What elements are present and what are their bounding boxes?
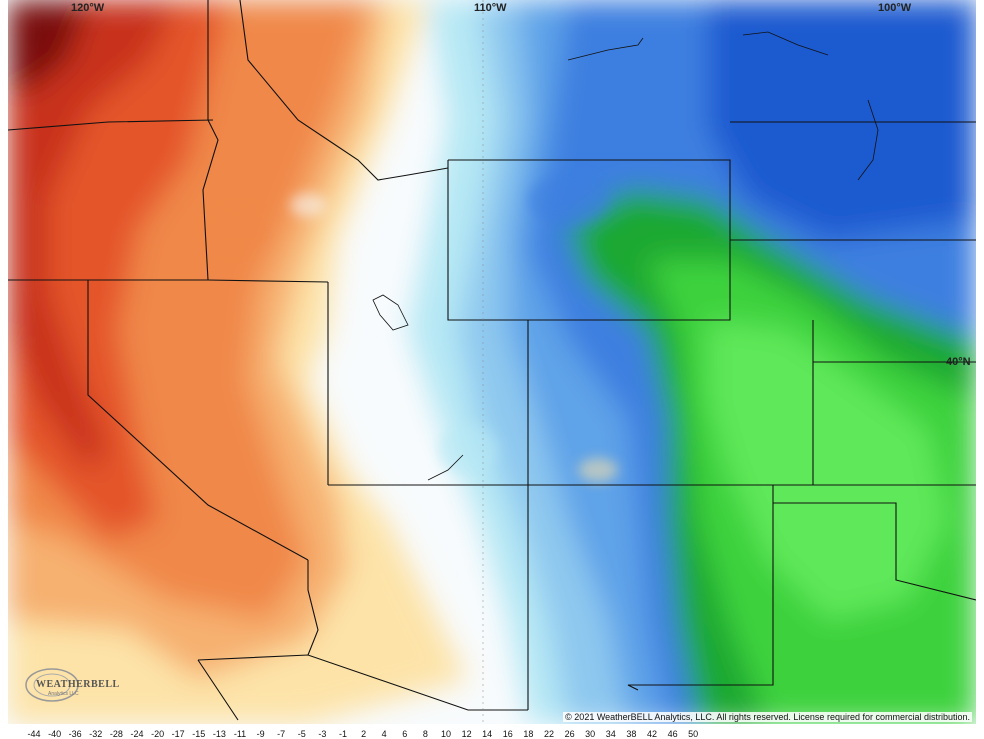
colorbar-tick-label: -3 xyxy=(318,729,327,739)
colorbar-tick-label: -7 xyxy=(277,729,286,739)
colorbar-tick-label: -15 xyxy=(192,729,206,739)
great-salt-lake xyxy=(372,294,409,331)
border-nm-east xyxy=(627,485,774,691)
lakes-rivers xyxy=(372,31,879,481)
cyan-patch xyxy=(438,425,498,475)
deep-blue-region xyxy=(708,0,976,240)
border-az-west xyxy=(307,560,319,656)
colorbar-tick-label: 38 xyxy=(626,729,637,739)
dark-red-region xyxy=(8,0,88,90)
colorbar-tick-label: -36 xyxy=(68,729,82,739)
lake-oahe xyxy=(857,99,879,181)
lon-label-110w: 110°W xyxy=(474,2,507,14)
border-wa-or xyxy=(8,119,214,131)
blue-patch xyxy=(528,175,608,225)
colorbar-tick-label: -32 xyxy=(89,729,103,739)
colorbar-tick-label: 46 xyxy=(667,729,678,739)
colorbar-tick-label: 34 xyxy=(605,729,616,739)
colorbar-tick-label: -9 xyxy=(256,729,265,739)
anomaly-field xyxy=(8,0,976,724)
colorbar-tick-label: 14 xyxy=(482,729,493,739)
colorbar-tick-label: 6 xyxy=(402,729,408,739)
colorbar-tick-label: -24 xyxy=(130,729,144,739)
border-mexico xyxy=(197,659,239,721)
colorbar-tick-label: 4 xyxy=(381,729,387,739)
colorbar-tick-label: 50 xyxy=(688,729,699,739)
colorbar-tick-label: 2 xyxy=(361,729,367,739)
lat-label-40n: 40°N xyxy=(946,356,971,368)
colorbar-tick-label: 26 xyxy=(564,729,575,739)
colorbar-tick-label: 10 xyxy=(440,729,452,739)
lon-label-120w: 120°W xyxy=(71,2,105,14)
logo-subtitle: Analytics LLC xyxy=(48,691,79,697)
white-patch xyxy=(290,193,326,217)
colorbar-tick-label: -20 xyxy=(151,729,165,739)
colorbar-scale: -44 -40 -36 -32 -28 -24 -20 -17 -15 -13 -11 -9 -7 -5-… xyxy=(8,724,976,739)
border-nevada-east xyxy=(87,280,309,561)
missouri-river xyxy=(567,37,644,61)
colorbar-tick-label: -11 xyxy=(233,729,247,739)
colorbar-tick-label: 22 xyxy=(543,729,555,739)
colorbar-tick-label: 42 xyxy=(646,729,658,739)
colorbar-tick-label: -40 xyxy=(48,729,62,739)
lake-sakakawea xyxy=(742,31,829,56)
weather-map: 120°W 110°W 100°W 40°N WEATHERBELL Analy… xyxy=(8,0,976,724)
border-az-south xyxy=(197,654,528,711)
colorbar-tick-label: -5 xyxy=(297,729,306,739)
logo-name: WEATHERBELL xyxy=(36,679,120,690)
colorbar-tick-label: -44 xyxy=(27,729,41,739)
lake-mead xyxy=(427,454,464,481)
colorbar-tick-label: -17 xyxy=(171,729,185,739)
colorbar-tick-label: -1 xyxy=(338,729,348,739)
logo-swirl-icon xyxy=(25,668,79,702)
lon-label-100w: 100°W xyxy=(878,2,912,14)
colorbar-tick-label: -28 xyxy=(109,729,123,739)
border-ok-tx xyxy=(773,502,976,601)
light-green-region xyxy=(708,320,948,620)
border-idaho-west xyxy=(202,0,219,281)
orange-patch xyxy=(208,210,268,250)
red-region xyxy=(8,0,178,470)
weatherbell-logo: WEATHERBELL Analytics LLC xyxy=(22,665,119,705)
border-wyoming xyxy=(447,159,731,321)
colorbar-tick-label: 16 xyxy=(502,729,513,739)
colorbar-tick-label: 18 xyxy=(523,729,534,739)
border-idaho-montana xyxy=(239,0,449,181)
state-borders xyxy=(8,0,976,721)
pale-patch xyxy=(578,458,618,482)
colorbar-tick-label: 12 xyxy=(461,729,472,739)
colorbar-tick-label: 8 xyxy=(422,729,428,739)
copyright-notice: © 2021 WeatherBELL Analytics, LLC. All r… xyxy=(563,712,972,722)
colorbar-tick-label: -13 xyxy=(212,729,226,739)
border-north-california xyxy=(8,279,329,283)
colorbar-tick-label: 30 xyxy=(585,729,596,739)
